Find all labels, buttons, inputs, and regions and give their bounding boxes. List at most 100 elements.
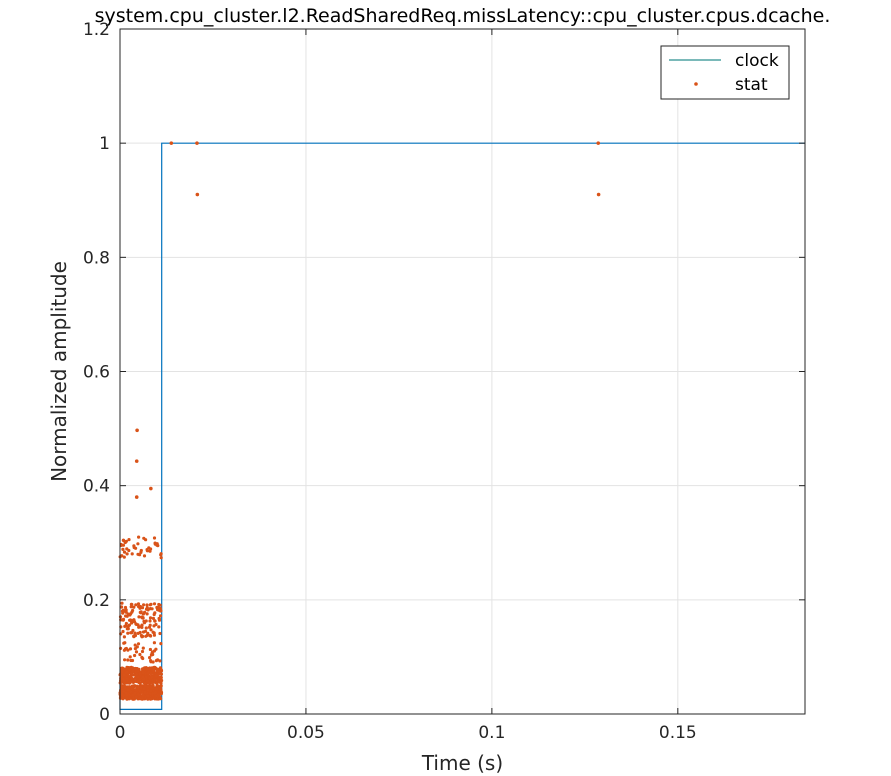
stat-point [134,603,138,607]
stat-point [149,653,153,657]
stat-point [157,625,161,629]
stat-point [149,628,153,632]
stat-point [139,610,143,614]
stat-point [121,618,125,622]
stat-point [138,696,142,701]
stat-point [126,631,130,635]
stat-point [139,686,143,690]
stat-point [145,667,149,671]
stat-point [159,672,163,676]
stat-point [133,633,137,638]
x-axis-ticks: 0 0.05 0.1 0.15 [115,29,697,743]
stat-point [127,674,131,678]
stat-point [153,692,157,696]
stat-point [126,612,131,616]
stat-point [596,141,601,145]
y-tick-label: 0.8 [83,248,110,268]
y-tick-label: 1 [99,134,110,154]
stat-point [128,680,132,684]
stat-point [140,616,144,620]
stat-point [158,614,163,618]
stat-point [131,628,135,633]
stat-point [121,608,125,612]
stat-point [141,693,145,698]
stat-point [133,679,137,683]
stat-point [152,633,156,637]
legend-clock-label: clock [735,51,779,71]
stat-point [140,655,144,660]
stat-point [128,655,132,659]
stat-point [159,642,163,646]
stat-point [128,618,132,622]
stat-point [149,634,153,638]
y-axis-ticks: 0 0.2 0.4 0.6 0.8 1 1.2 [83,20,805,725]
stat-point [129,658,133,663]
stat-point [122,673,127,677]
stat-point [134,495,139,499]
stat-point [129,605,133,609]
legend-stat-swatch [694,82,698,86]
stat-point [169,141,174,145]
stat-point [127,668,131,672]
stat-point [136,552,140,556]
stat-point [124,614,128,618]
stat-point [151,686,155,690]
stat-point [157,680,161,684]
stat-point [132,605,136,609]
x-axis-label: Time (s) [421,751,503,775]
stat-point [195,141,199,145]
stat-point [131,669,135,673]
stat-point [152,624,156,628]
chart-title: system.cpu_cluster.l2.ReadSharedReq.miss… [95,5,831,27]
stat-point [144,626,148,630]
stat-point [195,192,200,197]
stat-point [159,692,163,696]
stat-point [596,192,601,197]
stat-point [146,694,150,698]
stat-point [144,634,148,638]
stat-point [128,647,133,651]
stat-point [148,603,152,607]
stat-point [149,689,153,693]
stat-point [158,631,162,636]
stat-point [140,606,145,610]
y-axis-label: Normalized amplitude [47,261,71,482]
stat-point [136,679,140,684]
x-tick-label: 0.05 [287,723,325,743]
y-tick-label: 0.2 [83,591,110,611]
stat-point [122,635,126,639]
stat-point [153,611,157,615]
stat-point [137,615,141,619]
stat-point [145,679,150,683]
stat-point [148,666,152,670]
stat-point [159,609,163,613]
stat-point [134,622,138,626]
stat-point [123,540,127,544]
stat-point [136,642,141,646]
stat-point [142,619,146,624]
stat-point [124,624,128,628]
stat-point [133,643,137,647]
stat-point [134,650,139,654]
stat-point [143,610,147,614]
stat-point [133,653,137,658]
stat-point [136,669,140,673]
stat-point [136,542,140,546]
stat-point [136,631,140,636]
stat-point [125,665,129,669]
stat-point [148,616,153,620]
stat-point [125,697,129,701]
stat-point [130,621,134,625]
x-tick-label: 0.1 [478,723,505,743]
stat-point [141,634,145,639]
stat-point [140,625,144,630]
stat-point [121,697,125,701]
stat-point [154,687,159,691]
stat-point [159,667,163,671]
stat-point [149,486,153,491]
y-tick-label: 0 [99,705,110,725]
legend-box [660,45,790,100]
stat-point [141,667,145,671]
stat-point [124,646,128,651]
